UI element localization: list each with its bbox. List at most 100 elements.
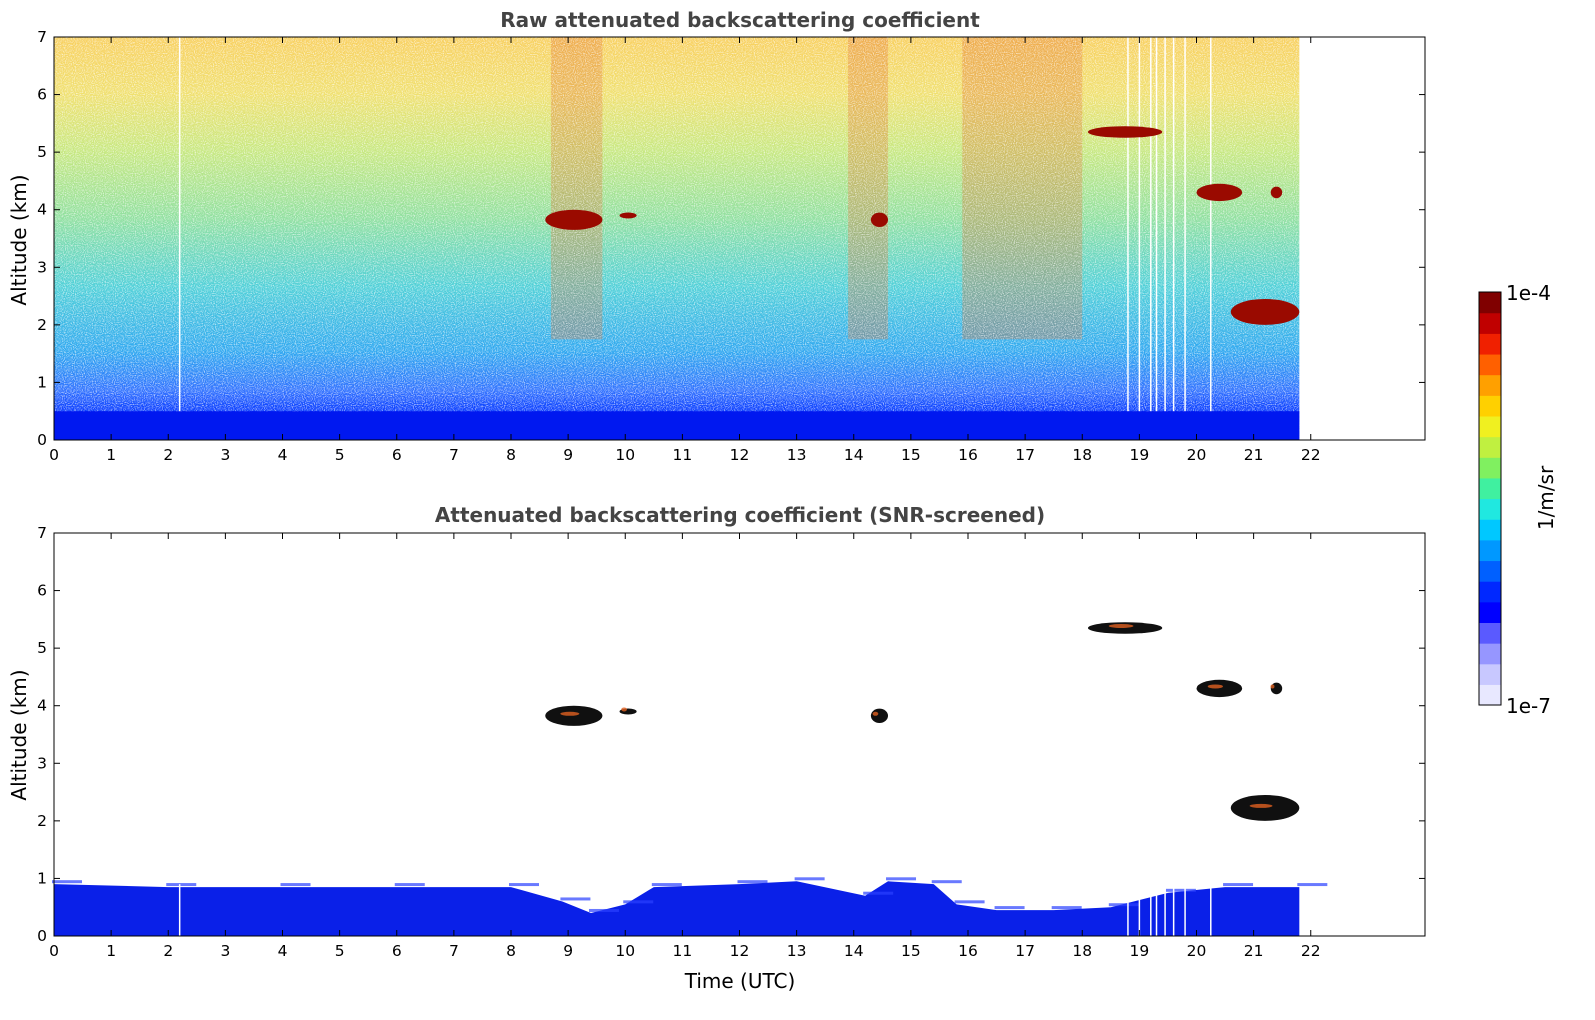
x-tick-label: 3 [220, 942, 230, 960]
colorbar-step [1479, 581, 1501, 603]
x-tick-label: 10 [615, 446, 635, 464]
heatmap-image [52, 622, 1328, 936]
x-tick-label: 6 [392, 446, 402, 464]
x-tick-label: 2 [163, 942, 173, 960]
x-tick-label: 7 [449, 942, 459, 960]
cloud-edge [560, 711, 580, 716]
heatmap-image [54, 37, 1300, 440]
x-tick-label: 5 [335, 446, 345, 464]
boundary-layer [54, 881, 1300, 936]
y-tick-label: 2 [37, 316, 47, 334]
bl-speckle [560, 897, 591, 901]
bl-speckle [1165, 888, 1196, 892]
cloud-edge [621, 707, 627, 712]
colorbar-step [1479, 374, 1501, 396]
cloud-edge [1108, 623, 1134, 628]
x-tick-label: 13 [787, 942, 807, 960]
x-tick-label: 17 [1015, 942, 1035, 960]
colorbar-step [1479, 519, 1501, 541]
bl-speckle [931, 880, 962, 884]
x-tick-label: 12 [730, 446, 750, 464]
y-tick-label: 6 [37, 582, 47, 600]
bl-speckle [794, 877, 825, 881]
bl-speckle [1051, 906, 1082, 910]
x-tick-label: 11 [673, 942, 693, 960]
x-tick-label: 5 [335, 942, 345, 960]
cloud-layer [1087, 622, 1163, 634]
x-tick-label: 16 [958, 446, 978, 464]
bl-speckle [509, 883, 539, 887]
x-tick-label: 8 [506, 446, 516, 464]
x-tick-label: 7 [449, 446, 459, 464]
colorbar-step [1479, 292, 1501, 314]
y-tick-label: 0 [37, 431, 47, 449]
x-tick-label: 12 [730, 942, 750, 960]
bl-speckle [394, 883, 425, 887]
x-axis-ticks: 0 1 2 3 4 5 6 7 8 9 10 11 12 13 14 15 16 17 18 19 20 21 22 [49, 37, 1321, 464]
x-tick-label: 4 [278, 942, 288, 960]
x-tick-label: 3 [220, 446, 230, 464]
cloud-layer [870, 708, 889, 723]
colorbar-gradient [1479, 292, 1501, 706]
x-tick-label: 9 [563, 446, 573, 464]
cloud-layer [545, 705, 603, 726]
cloud-edge [1249, 803, 1273, 808]
y-tick-label: 3 [37, 754, 47, 772]
y-tick-label: 5 [37, 639, 47, 657]
colorbar: 1e-4 1e-7 1/m/sr [1478, 281, 1558, 718]
cloud-layer [545, 209, 603, 230]
colorbar-step [1479, 539, 1501, 562]
x-tick-label: 16 [958, 942, 978, 960]
x-tick-label: 17 [1015, 446, 1035, 464]
bl-speckle [52, 880, 82, 884]
colorbar-step [1479, 560, 1501, 582]
colorbar-step [1479, 353, 1501, 376]
bl-speckle [588, 908, 619, 912]
bl-speckle [651, 883, 682, 887]
cloud-edge [872, 711, 879, 716]
x-tick-label: 15 [901, 446, 921, 464]
y-axis-ticks: 0 1 2 3 4 5 6 7 [37, 28, 1425, 449]
y-tick-label: 1 [37, 373, 47, 391]
bl-speckle [623, 900, 654, 904]
y-tick-label: 6 [37, 86, 47, 104]
y-tick-label: 2 [37, 812, 47, 830]
x-tick-label: 13 [787, 446, 807, 464]
y-tick-label: 3 [37, 258, 47, 276]
x-tick-label: 14 [844, 446, 864, 464]
noise-speckle [54, 37, 1300, 440]
cloud-layer [1196, 679, 1243, 698]
x-tick-label: 1 [106, 446, 116, 464]
x-tick-label: 20 [1187, 446, 1207, 464]
bl-speckle [863, 891, 894, 895]
cloud-edge [1270, 684, 1275, 689]
colorbar-step [1479, 601, 1501, 623]
colorbar-step [1479, 312, 1501, 334]
x-tick-label: 19 [1130, 446, 1150, 464]
colorbar-step [1479, 436, 1501, 458]
y-axis-label: Altitude (km) [7, 174, 31, 305]
cloud-layer [1270, 682, 1283, 695]
colorbar-step [1479, 622, 1501, 644]
x-tick-label: 20 [1187, 942, 1207, 960]
boundary-layer [54, 411, 1300, 440]
x-tick-label: 18 [1072, 942, 1092, 960]
x-tick-label: 0 [49, 942, 59, 960]
x-tick-label: 8 [506, 942, 516, 960]
x-axis-ticks: 0 1 2 3 4 5 6 7 8 9 10 11 12 13 14 15 16 17 18 19 20 21 22 [49, 533, 1321, 960]
cloud-layer [619, 212, 637, 219]
cloud-layer [1270, 186, 1283, 199]
x-tick-label: 15 [901, 942, 921, 960]
cloud-edge [1207, 684, 1223, 689]
colorbar-label: 1/m/sr [1534, 465, 1558, 530]
y-tick-label: 5 [37, 143, 47, 161]
colorbar-step [1479, 663, 1501, 685]
x-tick-label: 18 [1072, 446, 1092, 464]
x-tick-label: 22 [1301, 942, 1321, 960]
bl-speckle [994, 906, 1025, 910]
y-axis-label: Altitude (km) [7, 669, 31, 800]
colorbar-step [1479, 395, 1501, 417]
x-tick-label: 6 [392, 942, 402, 960]
snr-screened-panel: Attenuated backscattering coefficient (S… [7, 503, 1426, 993]
